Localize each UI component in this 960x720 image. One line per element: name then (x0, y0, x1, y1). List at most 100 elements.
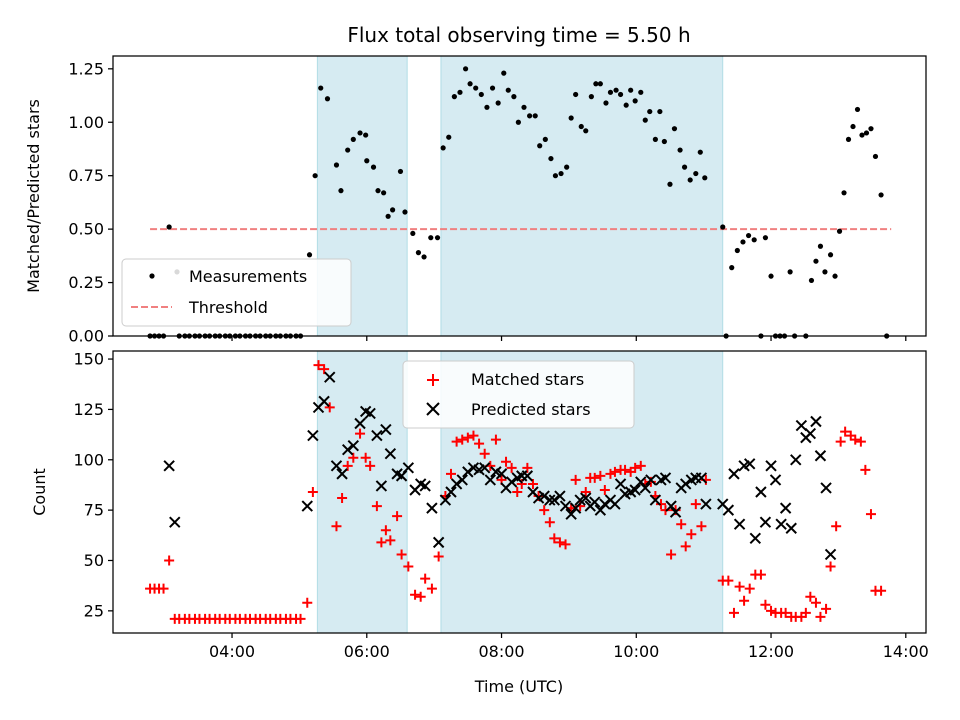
measurements-point (415, 250, 422, 256)
measurements-point (350, 136, 356, 142)
predicted-stars-point (755, 486, 767, 498)
predicted-stars-point (765, 460, 777, 472)
matched-stars-point (516, 478, 527, 489)
matched-stars-point (660, 505, 671, 516)
matched-stars-point (295, 613, 306, 624)
measurements-point (338, 188, 344, 194)
measurements-point (537, 143, 543, 149)
predicted-stars-point (163, 460, 175, 472)
matched-stars-point (690, 499, 701, 510)
predicted-stars-point (450, 478, 463, 490)
matched-stars-point (158, 583, 169, 594)
measurements-point (385, 213, 391, 219)
predicted-stars-point (629, 484, 641, 496)
ratio-legend-box (121, 258, 352, 327)
predicted-stars-point (669, 506, 682, 518)
chart-title: Flux total observing time = 5.50 h (347, 23, 690, 47)
predicted-stars-point (649, 494, 662, 506)
measurements-point (511, 94, 517, 100)
predicted-stars-point (779, 502, 792, 514)
measurements-point (863, 130, 870, 136)
measurements-point (813, 258, 819, 264)
predicted-stars-point (548, 494, 561, 506)
matched-stars-point (554, 537, 565, 548)
matched-stars-point (462, 432, 473, 443)
measurements-point (693, 170, 699, 177)
matched-stars-point (609, 466, 620, 477)
top-ytick-label: 0.75 (68, 166, 104, 185)
predicted-stars-point (743, 458, 756, 470)
predicted-stars-point (336, 468, 348, 480)
count-plot-frame (112, 350, 927, 634)
matched-stars-point (825, 561, 836, 572)
top-ytick-label: 1.00 (68, 113, 104, 132)
measurements-point (667, 181, 673, 187)
predicted-stars-point (820, 482, 832, 494)
matched-stars-point (512, 487, 523, 497)
measurements-point (751, 237, 757, 243)
measurements-point (628, 87, 634, 93)
bot-ytick-label: 25 (84, 601, 104, 620)
predicted-stars-point (795, 419, 808, 432)
matched-stars-point (760, 599, 771, 610)
measurements-point (495, 100, 501, 106)
matched-stars-point (680, 541, 691, 552)
measurements-point (850, 123, 856, 130)
measurements-point (501, 70, 507, 76)
predicted-stars-point (614, 478, 627, 490)
matched-stars-point (337, 493, 348, 504)
measurements-point (357, 130, 363, 136)
matched-stars-point (501, 456, 512, 467)
top-ytick-label: 0.50 (68, 220, 104, 239)
predicted-stars-point (824, 548, 837, 561)
matched-stars-point (451, 436, 462, 447)
measurements-point (489, 85, 496, 91)
matched-stars-point (410, 589, 421, 600)
predicted-stars-point (639, 482, 651, 494)
predicted-stars-point (324, 371, 336, 383)
legend-measurements-marker (149, 273, 155, 279)
matched-stars-point (580, 487, 591, 497)
predicted-stars-point (695, 472, 708, 484)
measurements-point (578, 123, 584, 130)
count-y-axis-label: Count (30, 468, 49, 516)
legend-matched-label: Matched stars (471, 370, 584, 389)
matched-stars-point (723, 575, 734, 586)
predicted-stars-point (462, 466, 474, 478)
measurements-point (166, 224, 172, 230)
measurements-point (768, 273, 774, 279)
predicted-stars-point (594, 504, 607, 516)
measurements-point (505, 87, 511, 93)
matched-stars-point (840, 426, 851, 437)
predicted-stars-point (722, 504, 735, 516)
predicted-stars-point (733, 518, 746, 530)
matched-stars-point (599, 484, 610, 495)
measurements-point (613, 87, 619, 93)
predicted-stars-point (659, 472, 672, 484)
measurements-point (787, 269, 793, 275)
matched-stars-point (655, 499, 666, 510)
measurements-point (603, 100, 609, 106)
predicted-stars-point (565, 508, 577, 520)
measurements-point (558, 170, 564, 177)
predicted-stars-point (759, 516, 772, 528)
predicted-stars-point (785, 522, 797, 534)
matched-stars-point (831, 521, 842, 532)
measurements-point (564, 164, 570, 170)
measurements-point (597, 81, 603, 87)
top-ytick-label: 0.00 (68, 327, 104, 346)
legend-predicted-label: Predicted stars (471, 400, 591, 419)
predicted-stars-point (484, 474, 497, 486)
count-legend: Matched stars Predicted stars (402, 360, 635, 429)
predicted-stars-point (635, 476, 647, 488)
bot-ytick-label: 125 (73, 400, 104, 419)
predicted-stars-point (589, 496, 601, 508)
matched-stars-point (302, 597, 313, 608)
measurements-point (312, 173, 318, 179)
measurements-point (638, 89, 644, 95)
matched-stars-point (385, 535, 396, 546)
matched-stars-point (800, 607, 811, 618)
matched-stars-point (474, 438, 485, 449)
predicted-stars-point (580, 492, 592, 504)
predicted-stars-point (554, 490, 566, 502)
